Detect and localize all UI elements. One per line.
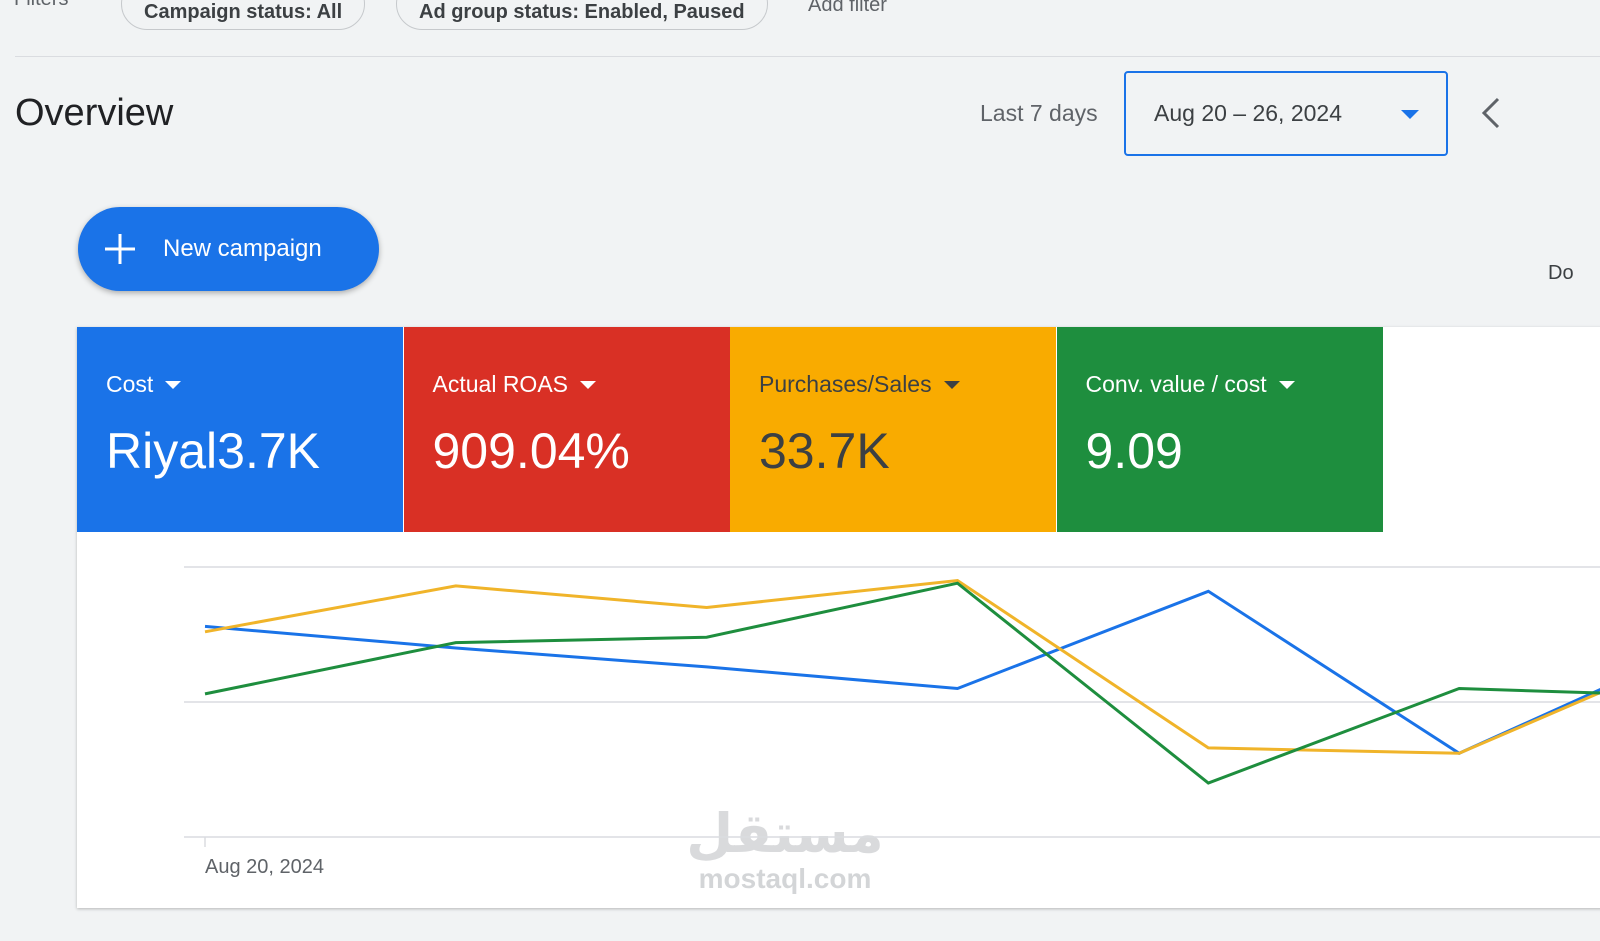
button-label: New campaign [163,235,322,262]
watermark-text: mostaql.com [699,863,872,894]
range-label: Last 7 days [980,100,1098,126]
metric-name[interactable]: Actual ROAS [433,371,730,398]
metric-value: 909.04% [432,423,630,479]
back-button[interactable] [1478,97,1504,129]
series-line [204,578,1600,755]
series-line [204,589,1600,756]
date-range: Aug 20 – 26, 2024 [1154,100,1342,126]
metric-name[interactable]: Purchases/Sales [759,371,1056,398]
metric-tile[interactable]: Actual ROAS 909.04% [403,327,730,532]
metric-value: Riyal3.7K [106,423,320,479]
series-line [204,581,1600,785]
add-filter[interactable]: Add filter [808,0,887,16]
metric-tile[interactable]: Conv. value / cost 9.09 [1056,327,1383,532]
x-tick-label: Aug 20, 2024 [205,856,324,878]
metric-tile[interactable]: Cost Riyal3.7K [77,327,403,532]
divider [15,56,1600,57]
metric-tile[interactable]: Purchases/Sales 33.7K [730,327,1056,532]
metric-value: 9.09 [1085,423,1183,479]
watermark: مستقل [686,804,884,864]
dropdown-icon [1401,110,1419,119]
page-title: Overview [15,92,174,134]
plus-icon [105,234,135,264]
metric-value: 33.7K [759,423,890,479]
side-text: Do [1548,262,1574,284]
metric-name[interactable]: Cost [106,371,403,398]
new-campaign-button[interactable]: New campaign [78,207,379,291]
date-picker[interactable]: Aug 20 – 26, 2024 [1124,71,1448,156]
metric-name[interactable]: Conv. value / cost [1086,371,1383,398]
filters-label: Filters [14,0,68,11]
